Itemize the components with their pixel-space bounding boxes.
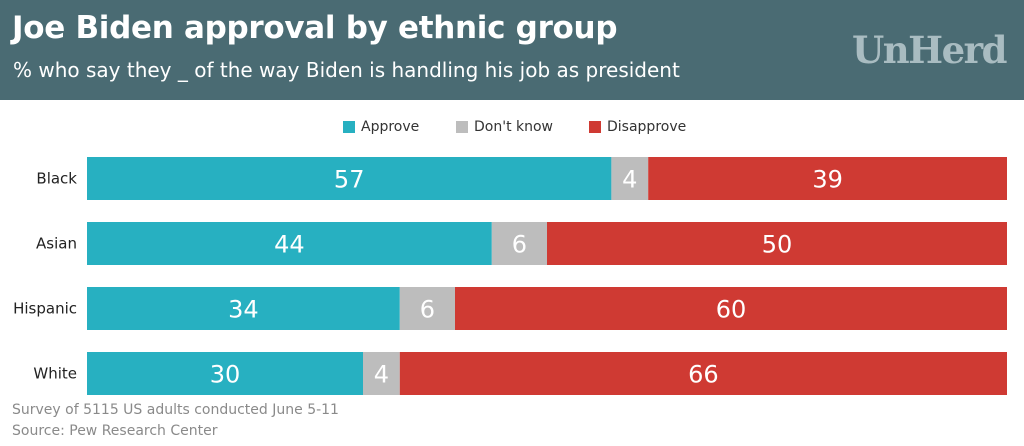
- bar-white-disapprove: [399, 352, 1007, 395]
- legend-item-dont-know: Don't know: [456, 119, 553, 135]
- source-note: Source: Pew Research Center: [12, 423, 218, 439]
- value-label-black-don-t-know: 4: [622, 166, 637, 194]
- header-banner: Joe Biden approval by ethnic group % who…: [0, 0, 1024, 100]
- bar-hispanic-don-t-know: [399, 287, 455, 330]
- brand-logo: UnHerd: [851, 28, 1008, 72]
- bar-asian-don-t-know: [491, 222, 547, 265]
- value-label-asian-approve: 44: [274, 231, 305, 259]
- legend-item-approve: Approve: [343, 119, 419, 135]
- bar-black-disapprove: [648, 157, 1007, 200]
- value-label-white-approve: 30: [210, 361, 241, 389]
- chart-subtitle: % who say they _ of the way Biden is han…: [13, 58, 680, 82]
- bar-hispanic-approve: [87, 287, 400, 330]
- legend-label-approve: Approve: [361, 119, 420, 135]
- value-label-black-approve: 57: [334, 166, 365, 194]
- chart-title: Joe Biden approval by ethnic group: [12, 10, 618, 46]
- bar-white-approve: [87, 352, 363, 395]
- legend-swatch-dont-know: [456, 121, 468, 133]
- value-label-black-disapprove: 39: [812, 166, 843, 194]
- category-label-white: White: [33, 365, 77, 383]
- category-label-asian: Asian: [36, 235, 77, 253]
- legend-item-disapprove: Disapprove: [589, 119, 686, 135]
- legend: Approve Don't know Disapprove: [0, 119, 1024, 139]
- value-label-white-don-t-know: 4: [374, 361, 389, 389]
- value-label-asian-disapprove: 50: [762, 231, 793, 259]
- survey-note: Survey of 5115 US adults conducted June …: [12, 402, 339, 418]
- legend-label-dont-know: Don't know: [474, 119, 554, 135]
- bar-black-don-t-know: [611, 157, 649, 200]
- legend-swatch-disapprove: [589, 121, 601, 133]
- legend-label-disapprove: Disapprove: [607, 119, 687, 135]
- category-label-hispanic: Hispanic: [13, 300, 77, 318]
- value-label-hispanic-disapprove: 60: [716, 296, 747, 324]
- value-label-asian-don-t-know: 6: [512, 231, 527, 259]
- value-label-white-disapprove: 66: [688, 361, 719, 389]
- bar-asian-approve: [87, 222, 492, 265]
- bar-white-don-t-know: [363, 352, 400, 395]
- legend-swatch-approve: [343, 121, 355, 133]
- value-label-hispanic-approve: 34: [228, 296, 259, 324]
- bar-asian-disapprove: [547, 222, 1007, 265]
- bar-black-approve: [87, 157, 612, 200]
- bar-hispanic-disapprove: [455, 287, 1007, 330]
- value-label-hispanic-don-t-know: 6: [420, 296, 435, 324]
- category-label-black: Black: [36, 170, 77, 188]
